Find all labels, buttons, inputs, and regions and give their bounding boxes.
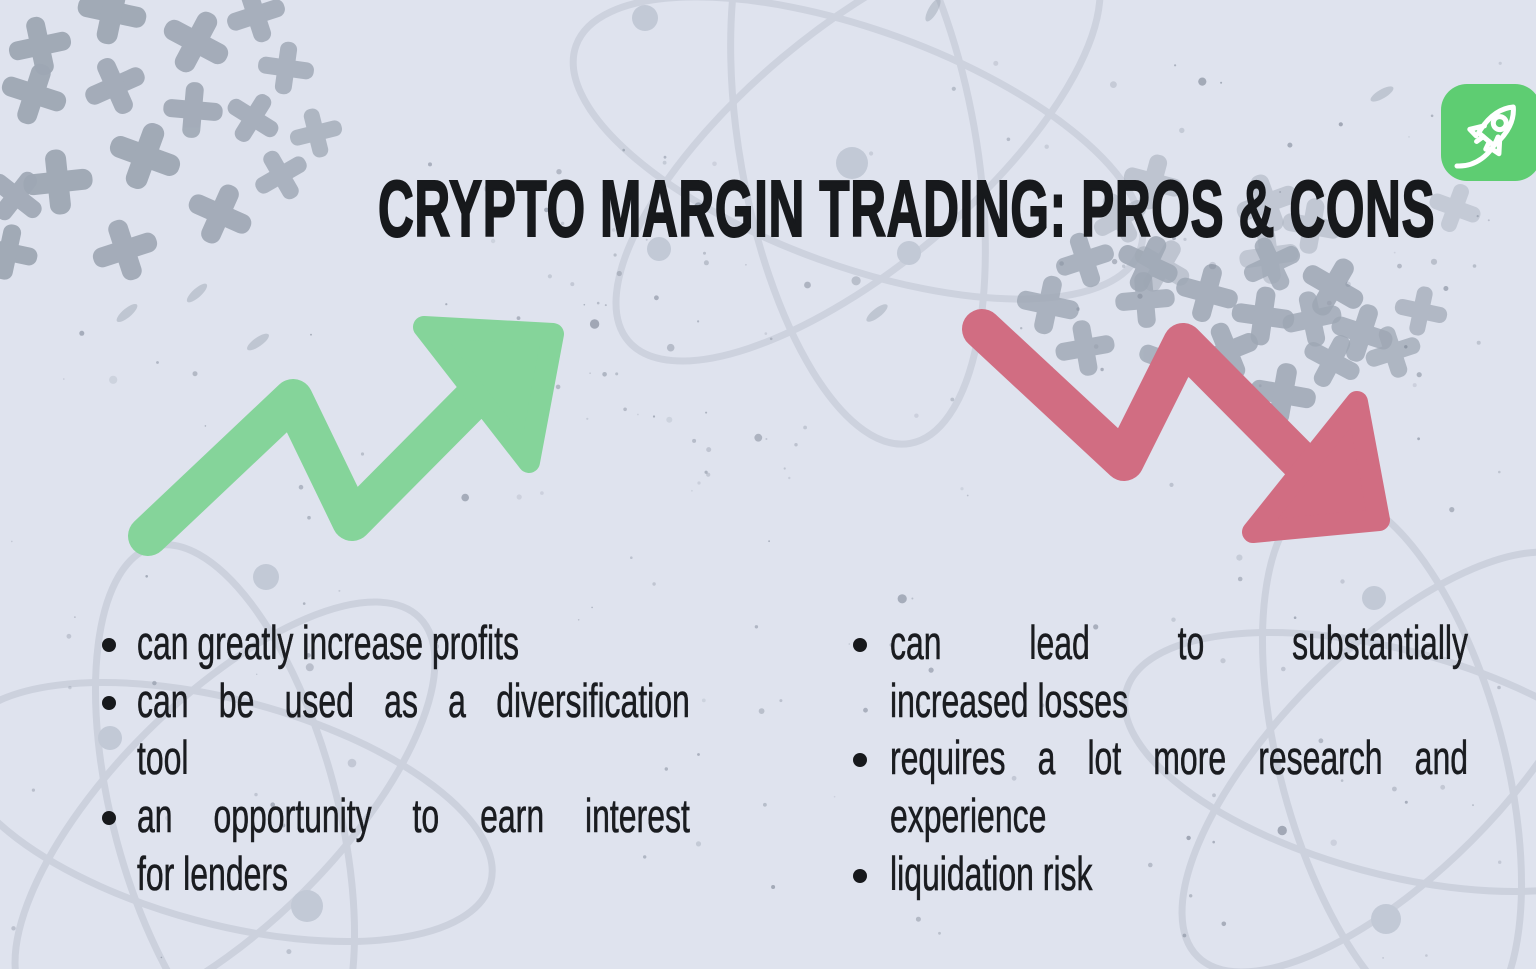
bullet-dot xyxy=(853,753,867,768)
list-item-line: can greatly increase profits xyxy=(137,616,519,670)
electron-dots xyxy=(98,5,1401,934)
cons-list: can lead to substantially increased loss… xyxy=(853,614,1536,903)
bullet-dot xyxy=(102,811,116,826)
list-item-line: increased losses xyxy=(890,673,1129,727)
rocket-icon xyxy=(1454,104,1516,169)
bullet-dot xyxy=(853,868,867,883)
list-item-line: experience xyxy=(890,789,1047,843)
list-item-line: for lenders xyxy=(137,846,289,901)
bullet-dot xyxy=(853,638,867,652)
list-item: an opportunity to earn interest for lend… xyxy=(102,787,950,902)
teardrop-decoration xyxy=(116,0,1394,351)
list-item-line: can be used as a diversification xyxy=(137,673,690,727)
brand-badge xyxy=(1441,84,1536,181)
bullet-dot xyxy=(102,638,116,652)
downtrend-arrow xyxy=(962,309,1390,543)
bullet-dot xyxy=(102,695,116,710)
uptrend-arrow xyxy=(128,316,564,556)
cross-cluster-decoration xyxy=(0,0,1481,425)
list-item-line: liquidation risk xyxy=(890,846,1093,901)
list-item: requires a lot more research and experie… xyxy=(853,729,1536,844)
list-item-line: requires a lot more research and xyxy=(890,731,1468,785)
list-item: can greatly increase profits xyxy=(102,614,950,672)
list-item: liquidation risk xyxy=(853,845,1536,903)
list-item-line: an opportunity to earn interest xyxy=(137,789,690,843)
list-item-line: tool xyxy=(137,731,189,785)
list-item-line: can lead to substantially xyxy=(890,616,1468,670)
page-title: CRYPTO MARGIN TRADING: PROS & CONS xyxy=(377,164,1436,253)
pros-list: can greatly increase profits can be used… xyxy=(102,614,950,903)
list-item: can be used as a diversification tool xyxy=(102,672,950,787)
list-item: can lead to substantially increased loss… xyxy=(853,614,1536,729)
